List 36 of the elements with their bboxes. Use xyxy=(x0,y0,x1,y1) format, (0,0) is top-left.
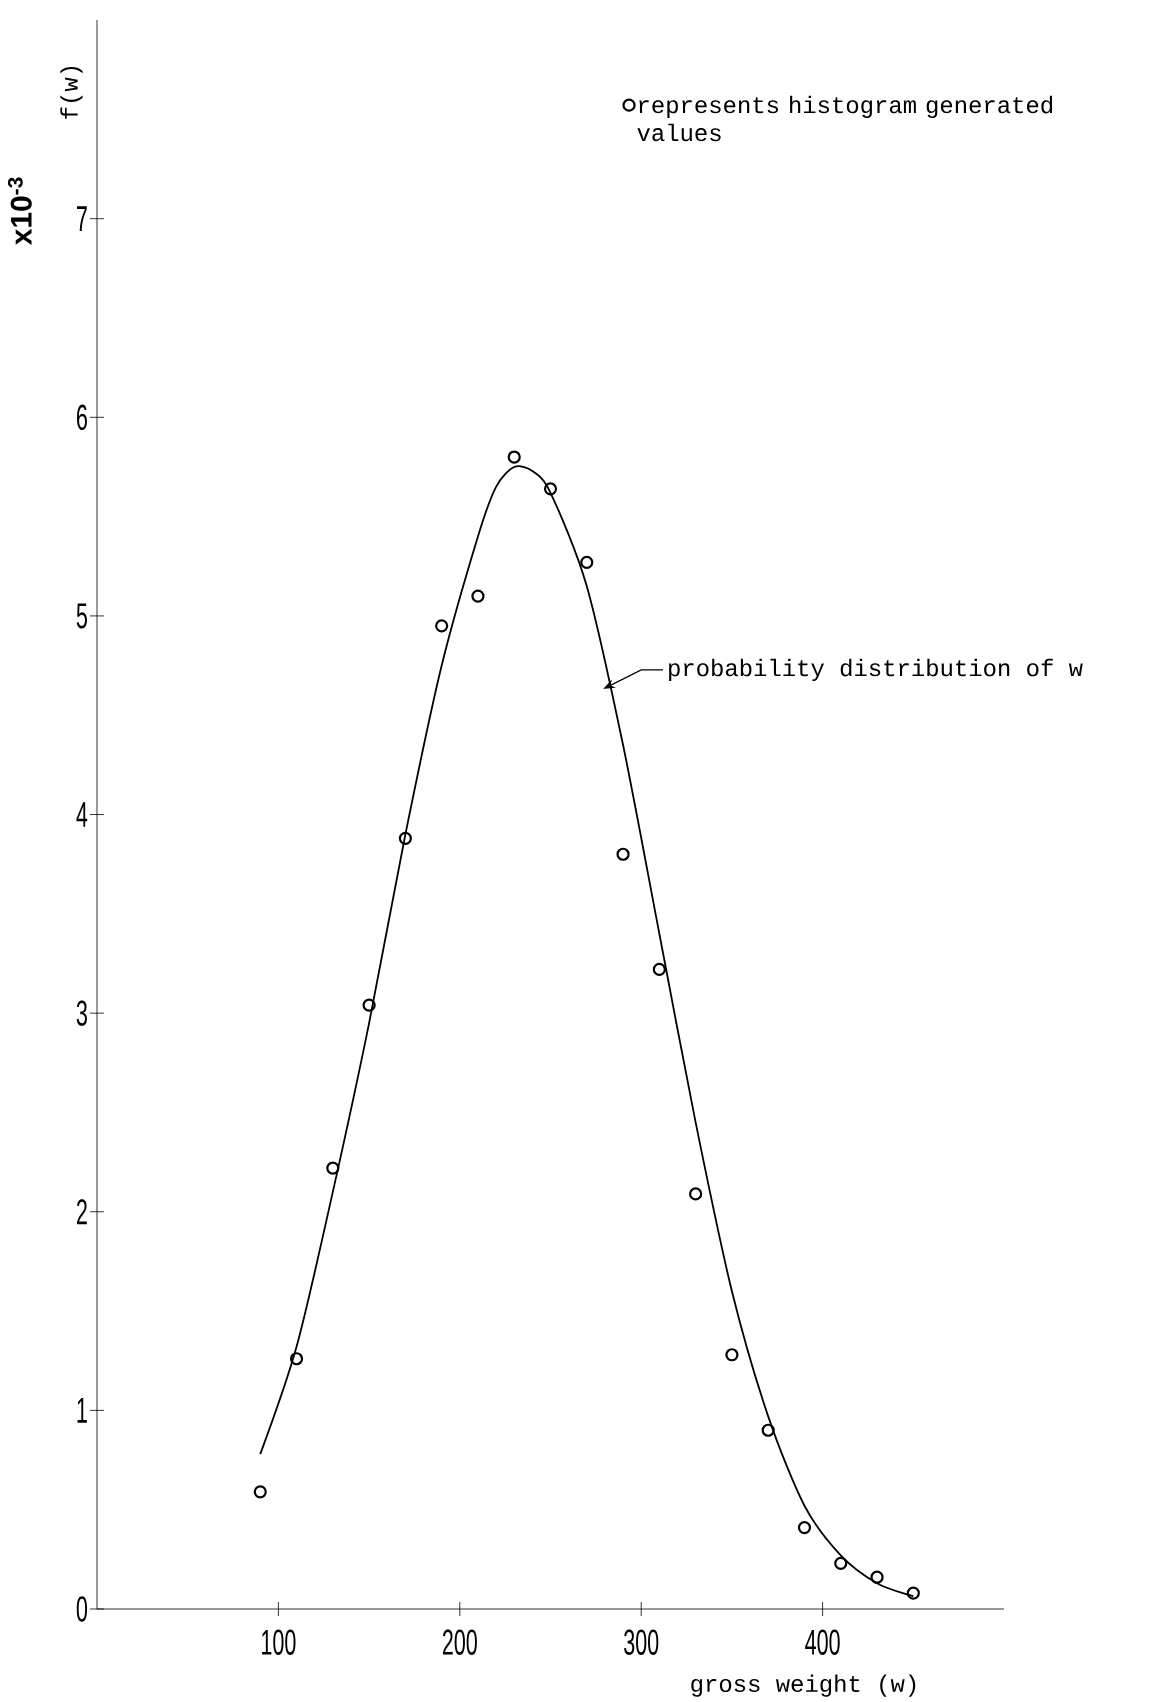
x-tick-label: 100 xyxy=(262,1629,296,1655)
x-tick-label: 400 xyxy=(805,1629,840,1655)
point xyxy=(362,998,376,1012)
x-tick-label: 200 xyxy=(442,1629,477,1655)
point xyxy=(326,1161,340,1175)
point xyxy=(289,1352,304,1366)
text: x10$^{-3}$ xyxy=(7,177,32,246)
point xyxy=(253,1485,267,1499)
legend-label: represents histogram generated values xyxy=(637,95,1053,142)
point xyxy=(761,1423,775,1437)
y-tick-label: 1 xyxy=(77,1398,87,1423)
point xyxy=(580,555,594,569)
y-axis-title: f(w) xyxy=(60,66,83,119)
x-axis-title: gross weight (w) xyxy=(691,1674,916,1697)
x-tick-label: 300 xyxy=(624,1629,659,1655)
point xyxy=(435,619,449,633)
point xyxy=(834,1556,848,1570)
y-tick-label: 0 xyxy=(76,1596,88,1622)
point xyxy=(870,1570,884,1584)
y-tick-label: 4 xyxy=(76,802,88,827)
y-tick-label: 6 xyxy=(77,404,87,430)
y-tick-label: 7 xyxy=(77,206,87,232)
point xyxy=(797,1520,812,1535)
point xyxy=(652,962,666,977)
y-tick-label: 5 xyxy=(76,603,87,629)
point xyxy=(725,1348,739,1362)
point xyxy=(906,1586,920,1600)
point xyxy=(398,831,412,845)
y-tick-label: 2 xyxy=(76,1199,87,1225)
point xyxy=(543,482,558,496)
annotation: probability distribution of w xyxy=(669,658,1083,682)
point xyxy=(471,589,485,603)
point xyxy=(507,450,521,464)
point xyxy=(689,1187,703,1201)
point xyxy=(616,847,630,861)
y-tick-label: 3 xyxy=(76,1000,87,1026)
